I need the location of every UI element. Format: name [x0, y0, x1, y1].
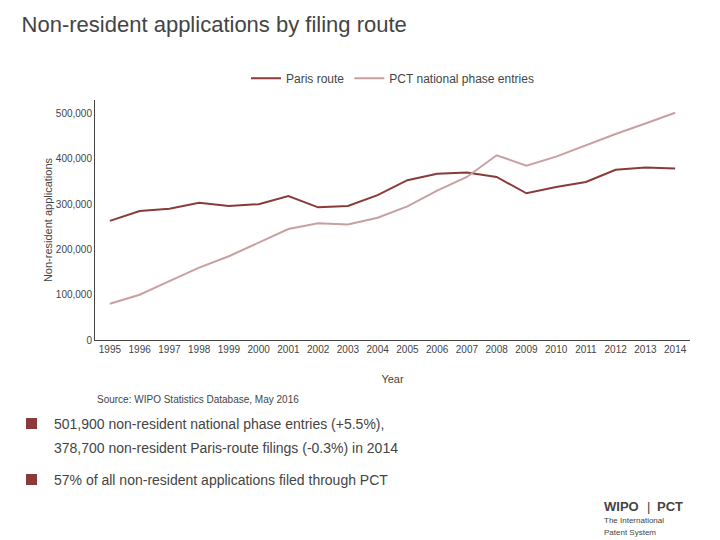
svg-text:2012: 2012 — [605, 344, 628, 355]
svg-text:2002: 2002 — [307, 344, 330, 355]
svg-text:100,000: 100,000 — [56, 289, 93, 300]
svg-text:WIPO: WIPO — [604, 499, 639, 514]
svg-text:1997: 1997 — [158, 344, 181, 355]
svg-text:2004: 2004 — [367, 344, 390, 355]
svg-text:2000: 2000 — [248, 344, 271, 355]
svg-text:Non-resident applications: Non-resident applications — [42, 157, 54, 282]
svg-text:500,000: 500,000 — [56, 108, 93, 119]
svg-text:2009: 2009 — [515, 344, 538, 355]
svg-text:2006: 2006 — [426, 344, 449, 355]
svg-text:300,000: 300,000 — [56, 199, 93, 210]
svg-text:2011: 2011 — [575, 344, 597, 355]
svg-text:501,900 non-resident national: 501,900 non-resident national phase entr… — [54, 416, 384, 432]
svg-text:Paris route: Paris route — [286, 72, 344, 86]
svg-text:2014: 2014 — [664, 344, 687, 355]
svg-text:57% of all non-resident applic: 57% of all non-resident applications fil… — [54, 472, 388, 488]
svg-text:1995: 1995 — [99, 344, 122, 355]
svg-text:Patent System: Patent System — [604, 528, 656, 537]
svg-text:The International: The International — [604, 516, 664, 525]
svg-text:PCT national phase entries: PCT national phase entries — [389, 72, 534, 86]
svg-text:Year: Year — [381, 373, 404, 385]
svg-text:|: | — [647, 499, 650, 514]
svg-text:2013: 2013 — [634, 344, 657, 355]
svg-text:Non-resident applications by f: Non-resident applications by filing rout… — [22, 12, 407, 37]
svg-text:2001: 2001 — [277, 344, 300, 355]
svg-text:1998: 1998 — [188, 344, 211, 355]
svg-text:378,700 non-resident Paris-rou: 378,700 non-resident Paris-route filings… — [54, 440, 398, 456]
svg-text:2010: 2010 — [545, 344, 568, 355]
svg-text:1999: 1999 — [218, 344, 241, 355]
svg-text:0: 0 — [86, 335, 92, 346]
svg-text:400,000: 400,000 — [56, 153, 93, 164]
svg-text:2005: 2005 — [396, 344, 419, 355]
svg-text:1996: 1996 — [129, 344, 152, 355]
svg-text:PCT: PCT — [657, 499, 683, 514]
svg-text:2007: 2007 — [456, 344, 479, 355]
svg-text:200,000: 200,000 — [56, 244, 93, 255]
svg-text:2008: 2008 — [486, 344, 509, 355]
svg-text:Source: WIPO Statistics Databa: Source: WIPO Statistics Database, May 20… — [97, 394, 299, 405]
svg-text:2003: 2003 — [337, 344, 360, 355]
